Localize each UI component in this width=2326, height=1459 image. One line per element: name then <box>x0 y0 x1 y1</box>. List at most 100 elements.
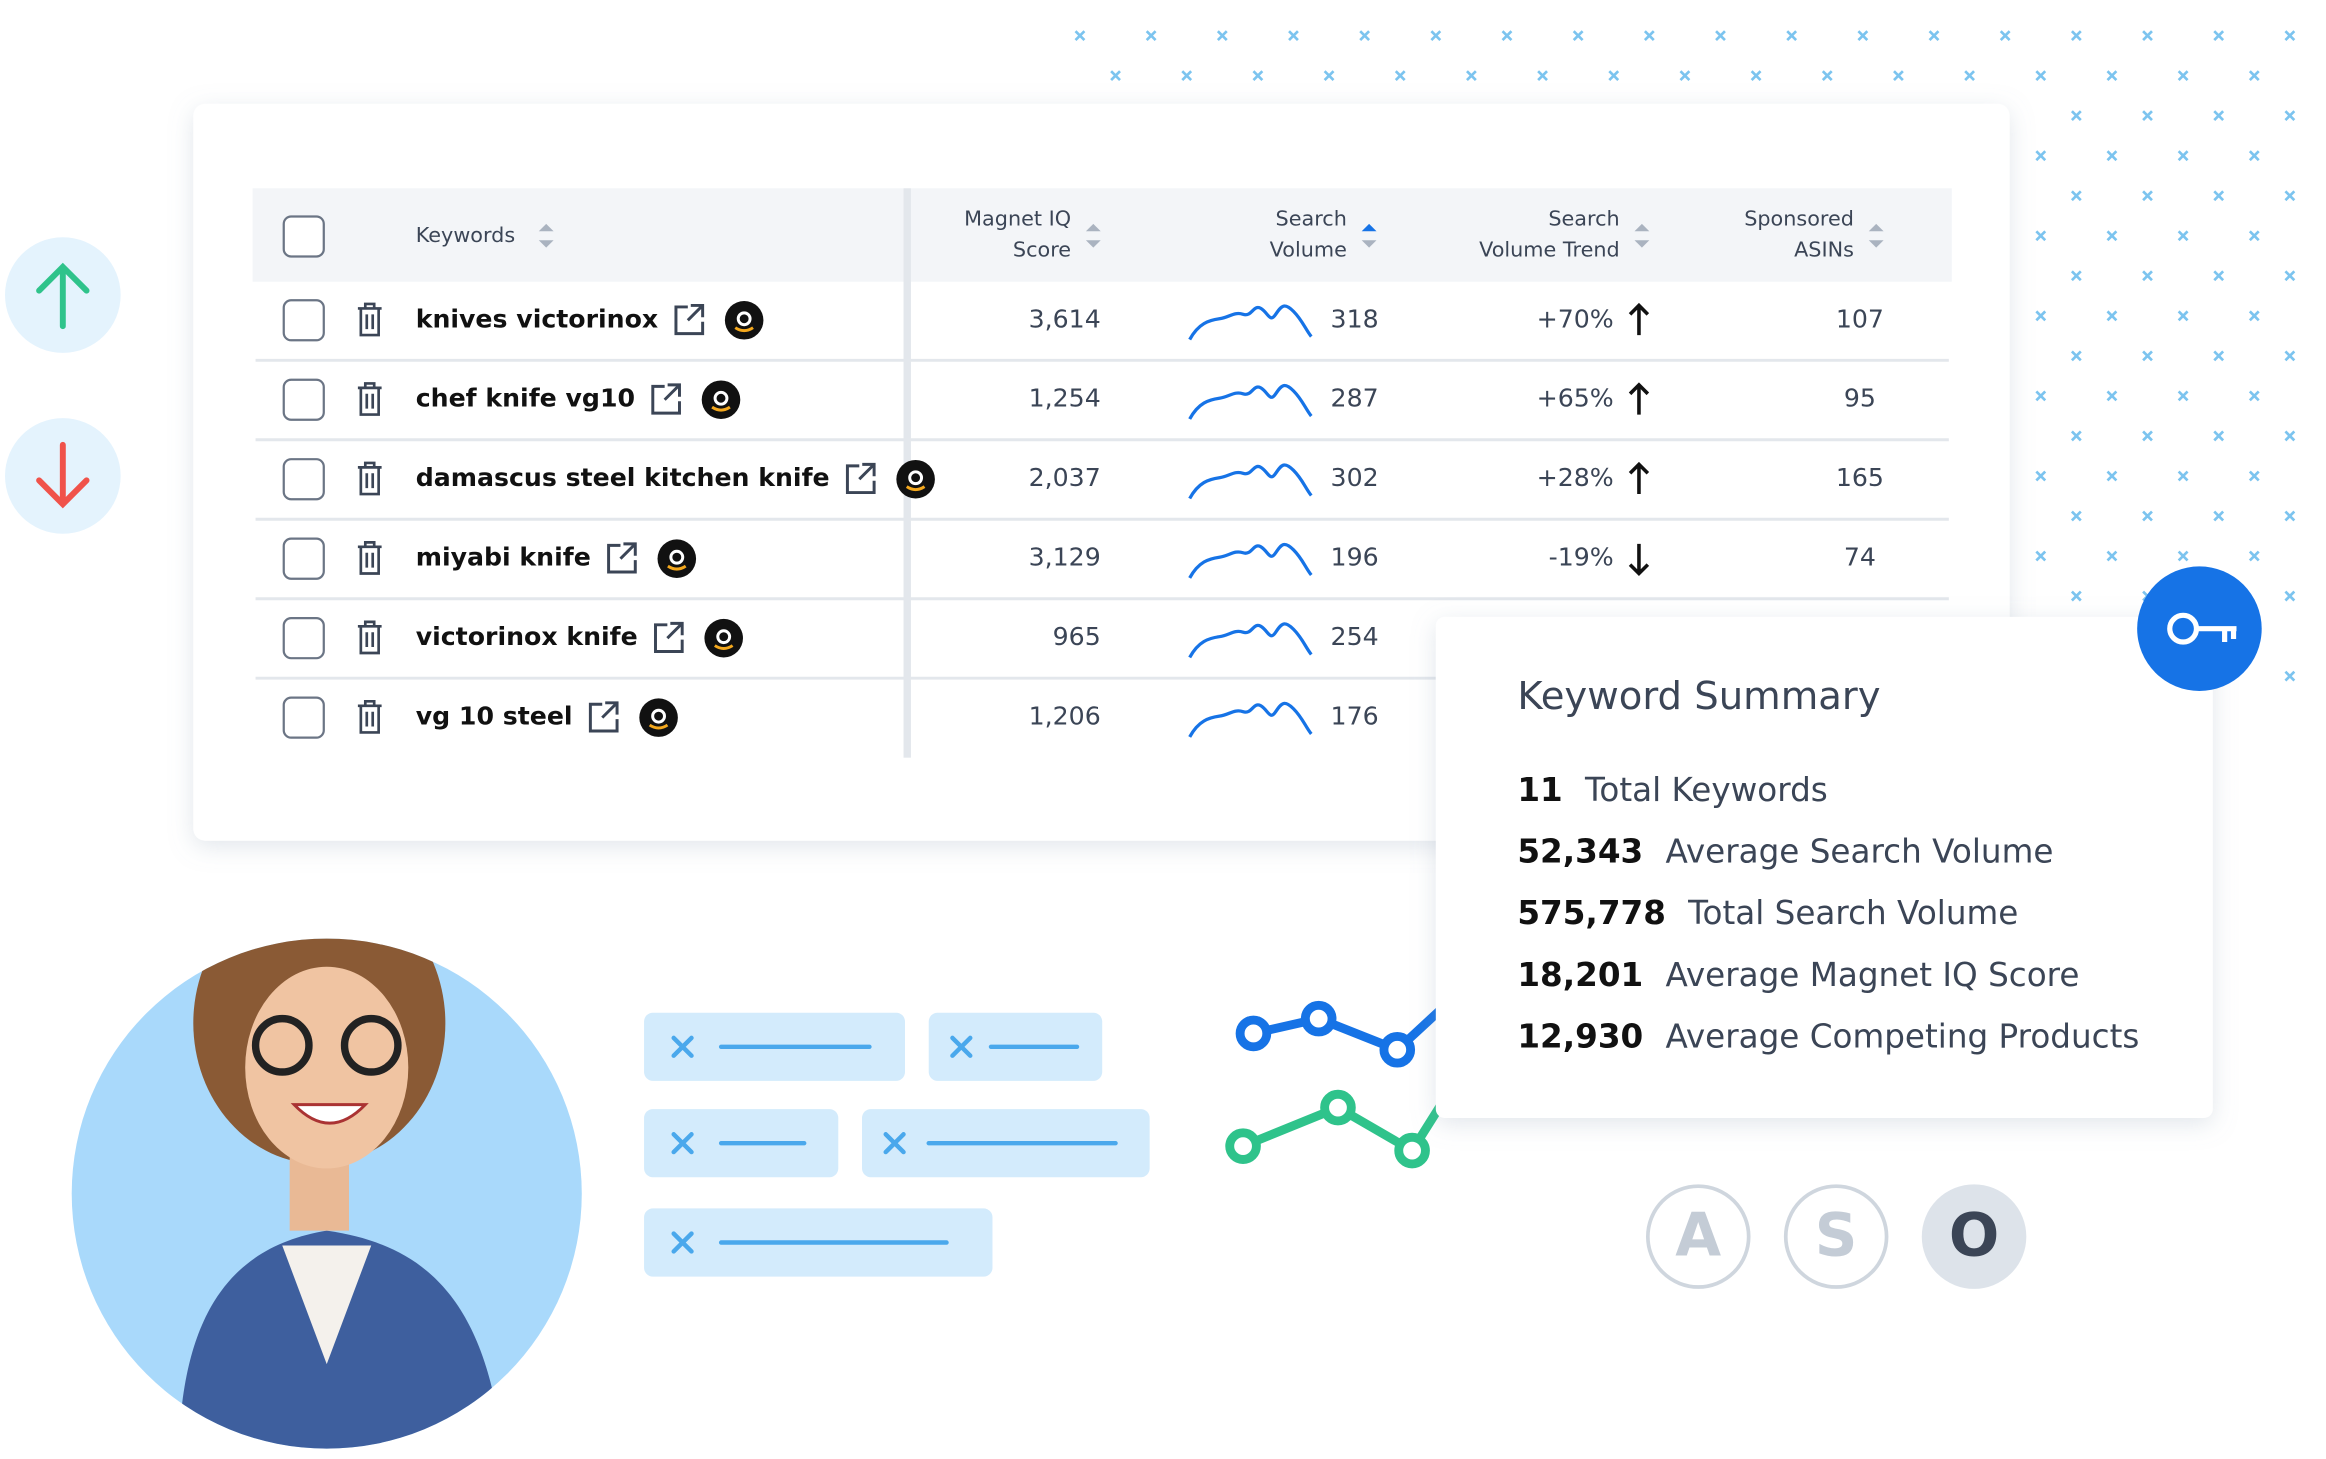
cross <box>2035 70 2047 82</box>
sparkline <box>1188 383 1313 420</box>
cross <box>2070 190 2082 202</box>
cross <box>2070 590 2082 602</box>
cross <box>1643 30 1655 41</box>
select-all-checkbox[interactable] <box>282 215 325 258</box>
row-checkbox[interactable] <box>282 537 325 580</box>
header-trend[interactable]: Search <box>1548 206 1619 230</box>
cross <box>2070 270 2082 282</box>
header-search-volume[interactable]: Search <box>1276 206 1347 230</box>
delete-icon[interactable] <box>357 541 382 575</box>
external-link-icon[interactable] <box>588 701 619 733</box>
cross <box>2035 230 2047 242</box>
aso-circle <box>1783 1184 1889 1289</box>
cross <box>1074 30 1086 41</box>
sponsored-asins: 95 <box>1844 384 1876 413</box>
cross <box>2070 30 2082 41</box>
cross <box>2248 230 2260 242</box>
volume-trend: +65% <box>1537 384 1614 413</box>
header-asins[interactable]: Sponsored <box>1744 206 1854 230</box>
delete-icon[interactable] <box>357 461 382 496</box>
cross <box>2106 470 2118 482</box>
cross <box>2070 350 2082 362</box>
sponsored-asins: 107 <box>1836 304 1884 333</box>
amazon-icon[interactable] <box>704 618 743 658</box>
summary-value: 18,201 <box>1517 956 1643 994</box>
amazon-a <box>716 629 732 645</box>
key-icon <box>2167 612 2237 645</box>
row-checkbox[interactable] <box>282 617 325 660</box>
amazon-a <box>736 311 752 327</box>
cross <box>2213 510 2225 522</box>
amazon-icon[interactable] <box>639 698 678 737</box>
amazon-icon[interactable] <box>657 539 697 578</box>
cross <box>2142 350 2153 362</box>
cross <box>2142 190 2153 202</box>
amazon-a <box>908 470 924 486</box>
up-arrow <box>36 262 90 330</box>
aso-circle <box>1645 1184 1751 1289</box>
external-link-icon[interactable] <box>651 383 681 415</box>
header-trend[interactable]: Volume Trend <box>1479 238 1620 262</box>
cross <box>2142 270 2153 282</box>
cross <box>2284 190 2296 202</box>
external-link-icon[interactable] <box>607 542 637 574</box>
amazon-smile <box>667 564 687 571</box>
sponsored-asins: 74 <box>1844 543 1876 572</box>
cross <box>2177 470 2189 482</box>
delete-icon[interactable] <box>357 620 382 655</box>
summary-value: 575,778 <box>1517 894 1666 932</box>
external-link-icon[interactable] <box>654 621 684 653</box>
volume-trend: -19% <box>1549 543 1614 572</box>
keyword: chef knife vg10 <box>416 384 635 413</box>
header-magnet-iq[interactable]: Magnet IQ <box>964 206 1071 230</box>
summary-value: 12,930 <box>1517 1017 1643 1055</box>
sort-up <box>1634 223 1650 232</box>
cross <box>2248 150 2260 162</box>
sort-down <box>1361 240 1377 248</box>
table: Keywords Magnet IQ Score Search Volume Search… <box>255 206 1949 739</box>
amazon-smile <box>713 644 734 651</box>
cross <box>2035 390 2047 402</box>
cross <box>2035 150 2047 162</box>
delete-icon[interactable] <box>357 302 382 337</box>
cross <box>1893 70 1904 82</box>
external-link-icon[interactable] <box>674 303 705 336</box>
sort-up <box>1361 223 1377 232</box>
amazon-icon[interactable] <box>896 459 935 499</box>
amazon-icon[interactable] <box>701 380 741 420</box>
cross <box>1857 30 1869 41</box>
cross <box>2106 550 2118 562</box>
row-checkbox[interactable] <box>282 299 325 342</box>
row-checkbox[interactable] <box>282 458 325 501</box>
volume-trend: +28% <box>1537 463 1614 492</box>
delete-icon[interactable] <box>357 699 382 734</box>
row-checkbox[interactable] <box>282 378 325 421</box>
cross <box>1750 70 1762 82</box>
delete-icon[interactable] <box>357 382 382 416</box>
cross <box>2248 310 2260 322</box>
summary-title: Keyword Summary <box>1517 674 1880 719</box>
amazon-a <box>669 549 685 565</box>
search-volume: 254 <box>1331 622 1379 651</box>
external-link-icon[interactable] <box>845 462 876 495</box>
cross <box>2213 350 2225 362</box>
header-magnet-iq[interactable]: Score <box>1013 238 1071 262</box>
summary-label: Average Magnet IQ Score <box>1665 956 2079 994</box>
trend-up-arrow <box>1628 302 1650 336</box>
row-checkbox[interactable] <box>282 696 325 739</box>
cross <box>2284 350 2296 362</box>
cross <box>1145 30 1157 41</box>
cross <box>2213 270 2225 282</box>
header-keywords[interactable]: Keywords <box>416 223 515 247</box>
cross <box>2070 510 2082 522</box>
cross <box>1928 30 1940 41</box>
amazon-icon[interactable] <box>724 300 764 340</box>
header-search-volume[interactable]: Volume <box>1270 238 1347 262</box>
cross <box>1679 70 1691 82</box>
header-asins[interactable]: ASINs <box>1794 238 1854 262</box>
cross <box>1608 70 1620 82</box>
cross <box>1252 70 1264 82</box>
keyword: vg 10 steel <box>416 702 573 731</box>
